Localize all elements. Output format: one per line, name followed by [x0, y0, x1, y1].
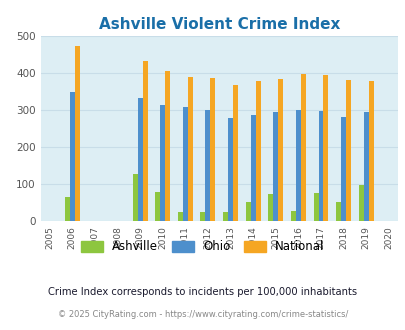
- Bar: [65, 197, 70, 221]
- Bar: [200, 212, 205, 221]
- Bar: [70, 92, 75, 221]
- Bar: [295, 110, 300, 221]
- Legend: Ashville, Ohio, National: Ashville, Ohio, National: [77, 236, 328, 258]
- Bar: [228, 118, 232, 221]
- Bar: [210, 78, 215, 221]
- Bar: [75, 46, 79, 221]
- Bar: [358, 185, 363, 221]
- Bar: [335, 202, 340, 221]
- Bar: [250, 115, 255, 221]
- Bar: [277, 79, 283, 221]
- Bar: [165, 71, 170, 221]
- Bar: [182, 107, 188, 221]
- Bar: [273, 112, 277, 221]
- Bar: [345, 80, 350, 221]
- Bar: [132, 174, 137, 221]
- Bar: [323, 76, 328, 221]
- Bar: [232, 85, 237, 221]
- Bar: [255, 82, 260, 221]
- Text: Crime Index corresponds to incidents per 100,000 inhabitants: Crime Index corresponds to incidents per…: [48, 287, 357, 297]
- Bar: [340, 117, 345, 221]
- Bar: [318, 111, 323, 221]
- Bar: [290, 211, 295, 221]
- Bar: [137, 98, 142, 221]
- Text: © 2025 CityRating.com - https://www.cityrating.com/crime-statistics/: © 2025 CityRating.com - https://www.city…: [58, 310, 347, 319]
- Bar: [222, 212, 228, 221]
- Bar: [177, 212, 182, 221]
- Bar: [160, 105, 165, 221]
- Bar: [363, 112, 368, 221]
- Bar: [155, 191, 160, 221]
- Bar: [300, 74, 305, 221]
- Bar: [313, 193, 318, 221]
- Bar: [205, 110, 210, 221]
- Title: Ashville Violent Crime Index: Ashville Violent Crime Index: [98, 17, 339, 32]
- Bar: [188, 77, 192, 221]
- Bar: [368, 81, 373, 221]
- Bar: [268, 194, 273, 221]
- Bar: [245, 202, 250, 221]
- Bar: [142, 61, 147, 221]
